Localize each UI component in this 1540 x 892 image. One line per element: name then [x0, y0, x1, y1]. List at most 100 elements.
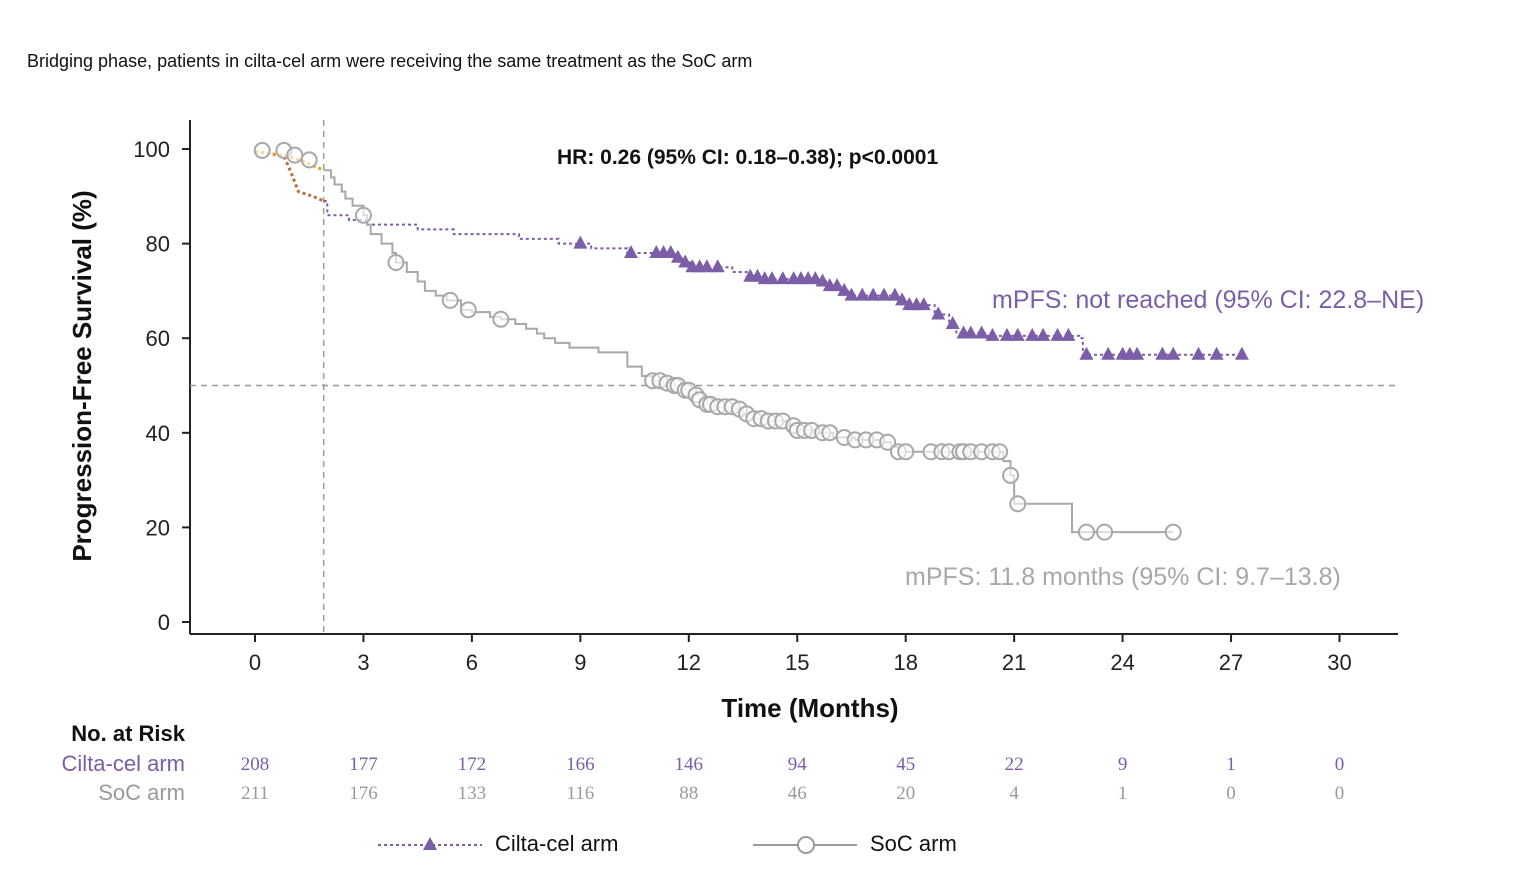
soc-median-text: mPFS: 11.8 months (95% CI: 9.7–13.8) [905, 563, 1341, 591]
x-tick-label: 21 [1002, 650, 1026, 675]
cilta-censor-marker [1166, 346, 1181, 360]
at-risk-value-soc: 4 [1009, 783, 1019, 804]
cilta-censor-marker [699, 259, 714, 273]
cilta-censor-marker [1130, 346, 1145, 360]
cilta-censor-marker [866, 287, 881, 301]
cilta-censor-marker [945, 316, 960, 330]
at-risk-title: No. at Risk [71, 721, 185, 746]
soc-censor-marker [821, 424, 839, 442]
cilta-censor-marker [985, 327, 1000, 341]
at-risk-value-soc: 116 [566, 783, 594, 804]
y-tick-label: 80 [146, 232, 170, 257]
y-tick-label: 20 [146, 515, 170, 540]
number-at-risk-table: No. at Risk Cilta-cel arm SoC arm 208 177… [62, 721, 1345, 805]
cilta-censor-marker [837, 282, 852, 296]
soc-censor-marker [253, 141, 271, 159]
at-risk-value-soc: 1 [1118, 783, 1128, 804]
x-tick-label: 12 [677, 650, 701, 675]
cilta-censor-marker [999, 327, 1014, 341]
at-risk-value-soc: 20 [896, 783, 915, 804]
censor-markers [253, 141, 1249, 541]
at-risk-value-soc: 0 [1226, 783, 1236, 804]
cilta-censor-marker [855, 287, 870, 301]
cilta-censor-marker [775, 271, 790, 285]
legend: Cilta-cel arm SoC arm [378, 831, 957, 856]
cilta-censor-marker [916, 297, 931, 311]
legend-soc-circle [797, 836, 815, 854]
cilta-censor-marker [1101, 346, 1116, 360]
reference-lines [190, 120, 1398, 634]
axes: 0 20 40 60 80 100 0 3 6 9 12 15 18 21 24 27 30 [133, 120, 1398, 675]
legend-cilta-triangle [423, 837, 437, 850]
at-risk-value-cilta: 22 [1005, 754, 1024, 775]
at-risk-value-soc: 88 [679, 783, 698, 804]
at-risk-value-soc: 211 [241, 783, 269, 804]
soc-censor-marker [459, 301, 477, 319]
soc-censor-marker [1002, 466, 1020, 484]
soc-censor-marker [441, 291, 459, 309]
at-risk-value-cilta: 9 [1118, 754, 1128, 775]
soc-censor-marker [879, 433, 897, 451]
soc-censor-marker [286, 146, 304, 164]
cilta-median-text: mPFS: not reached (95% CI: 22.8–NE) [992, 286, 1424, 314]
at-risk-value-soc: 46 [788, 783, 807, 804]
cilta-censor-marker [931, 306, 946, 320]
cilta-censor-marker [1155, 346, 1170, 360]
x-tick-label: 18 [893, 650, 917, 675]
cilta-censor-marker [1079, 346, 1094, 360]
cilta-censor-marker [830, 278, 845, 292]
at-risk-value-soc: 0 [1335, 783, 1345, 804]
cilta-censor-marker [623, 245, 638, 259]
soc-censor-marker [300, 151, 318, 169]
cilta-censor-marker [764, 271, 779, 285]
soc-censor-marker [354, 206, 372, 224]
cilta-censor-marker [974, 325, 989, 339]
at-risk-value-cilta: 1 [1226, 754, 1236, 775]
at-risk-label-soc: SoC arm [98, 780, 185, 805]
cilta-censor-marker [1010, 327, 1025, 341]
cilta-censor-marker [678, 254, 693, 268]
cilta-censor-marker [963, 325, 978, 339]
at-risk-value-cilta: 45 [896, 754, 915, 775]
series-lines [254, 149, 1239, 534]
soc-censor-marker [1077, 523, 1095, 541]
at-risk-value-cilta: 172 [458, 754, 487, 775]
soc-censor-marker [897, 443, 915, 461]
cilta-censor-marker [1191, 346, 1206, 360]
at-risk-value-cilta: 208 [241, 754, 270, 775]
cilta-cel-step-line [323, 200, 1239, 356]
cilta-censor-marker [1209, 346, 1224, 360]
soc-censor-marker [387, 254, 405, 272]
x-tick-label: 3 [357, 650, 369, 675]
cilta-censor-marker [877, 287, 892, 301]
cilta-censor-marker [663, 245, 678, 259]
cilta-censor-marker [895, 292, 910, 306]
soc-censor-marker [991, 443, 1009, 461]
y-tick-label: 60 [146, 326, 170, 351]
at-risk-value-soc: 176 [349, 783, 378, 804]
hazard-ratio-text: HR: 0.26 (95% CI: 0.18–0.38); p<0.0001 [557, 146, 938, 169]
x-tick-label: 0 [249, 650, 261, 675]
at-risk-label-cilta: Cilta-cel arm [62, 751, 185, 776]
cilta-censor-marker [1050, 327, 1065, 341]
cilta-censor-marker [1061, 327, 1076, 341]
legend-cilta-label: Cilta-cel arm [495, 831, 618, 856]
soc-censor-marker [492, 310, 510, 328]
cilta-censor-marker [573, 235, 588, 249]
at-risk-value-cilta: 0 [1335, 754, 1345, 775]
soc-censor-marker [1164, 523, 1182, 541]
cilta-censor-marker [844, 287, 859, 301]
cilta-censor-marker [1025, 327, 1040, 341]
cilta-censor-marker [670, 249, 685, 263]
cilta-censor-marker [887, 287, 902, 301]
x-tick-label: 9 [574, 650, 586, 675]
at-risk-value-cilta: 177 [349, 754, 378, 775]
at-risk-value-cilta: 166 [566, 754, 595, 775]
cilta-censor-marker [1036, 327, 1051, 341]
x-tick-label: 24 [1110, 650, 1134, 675]
at-risk-value-cilta: 146 [675, 754, 704, 775]
soc-censor-marker [1096, 523, 1114, 541]
at-risk-value-cilta: 94 [788, 754, 808, 775]
y-tick-label: 0 [158, 610, 170, 635]
